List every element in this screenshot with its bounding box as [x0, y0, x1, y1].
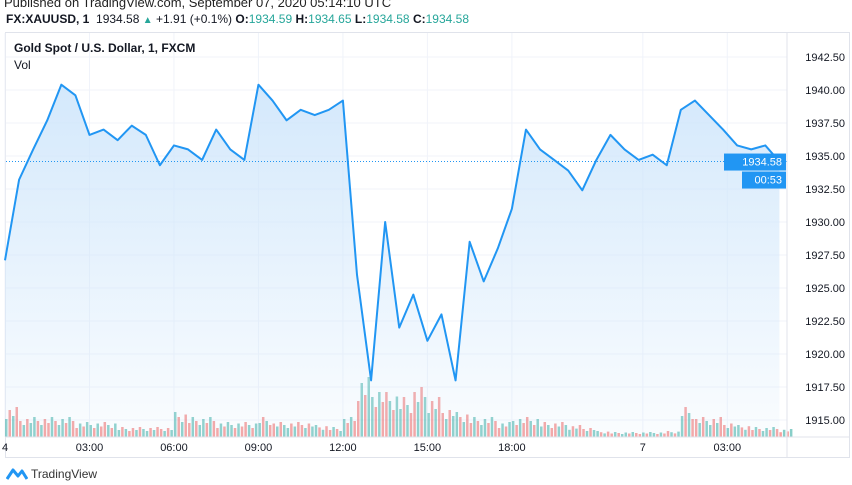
price-line	[4, 83, 781, 382]
time-tick-label: 4	[2, 442, 8, 454]
price-tick-label: 1920.00	[805, 349, 845, 361]
open-value: 1934.59	[248, 12, 293, 26]
symbol-info-line: FX:XAUUSD, 1 1934.58 ▲ +1.91 (+0.1%) O:1…	[6, 12, 469, 26]
open-label: O:	[235, 12, 249, 26]
price-tick-label: 1915.00	[805, 415, 845, 427]
legend-volume: Vol	[14, 58, 31, 72]
low-label: L:	[354, 12, 367, 26]
close-value: 1934.58	[425, 12, 470, 26]
time-tick-label: 09:00	[245, 442, 273, 454]
time-tick-label: 15:00	[414, 442, 442, 454]
time-tick-label: 03:00	[76, 442, 104, 454]
last-price-tag-text: 1934.58	[742, 157, 782, 169]
last-price-tag	[724, 153, 786, 171]
published-note: Published on TradingView.com, September …	[4, 0, 392, 10]
high-label: H:	[295, 12, 309, 26]
price-tick-label: 1930.00	[805, 217, 845, 229]
last-price: 1934.58	[96, 12, 140, 26]
price-tick-label: 1937.50	[805, 118, 845, 130]
price-tick-label: 1927.50	[805, 250, 845, 262]
legend-title: Gold Spot / U.S. Dollar, 1, FXCM	[14, 41, 196, 55]
price-tick-label: 1942.50	[805, 52, 845, 64]
volume-bar	[779, 432, 782, 437]
low-value: 1934.58	[366, 12, 410, 26]
bar-countdown-text: 00:53	[754, 175, 782, 187]
brand-name: TradingView	[31, 467, 98, 481]
volume-bar	[789, 429, 793, 437]
time-tick-label: 03:00	[714, 442, 742, 454]
price-tick-label: 1940.00	[805, 85, 845, 97]
volume-bar	[786, 431, 789, 437]
time-tick-label: 18:00	[498, 442, 526, 454]
price-tick-label: 1917.50	[805, 382, 845, 394]
time-tick-label: 06:00	[160, 442, 188, 454]
change: +1.91 (+0.1%)	[156, 12, 233, 26]
bar-countdown-tag	[742, 171, 786, 189]
volume-bar	[782, 429, 786, 437]
price-tick-label: 1935.00	[805, 151, 845, 163]
symbol: FX:XAUUSD, 1	[6, 12, 90, 26]
price-tick-label: 1932.50	[805, 184, 845, 196]
tradingview-logo[interactable]: TradingView	[6, 467, 97, 481]
price-tick-label: 1925.00	[805, 283, 845, 295]
time-tick-label: 12:00	[329, 442, 357, 454]
time-tick-label: 7	[640, 442, 646, 454]
price-area-fill	[5, 84, 780, 437]
high-value: 1934.65	[308, 12, 352, 26]
tradingview-logo-icon	[6, 468, 28, 480]
up-arrow-icon: ▲	[142, 15, 153, 26]
price-tick-label: 1922.50	[805, 316, 845, 328]
close-label: C:	[412, 12, 426, 26]
